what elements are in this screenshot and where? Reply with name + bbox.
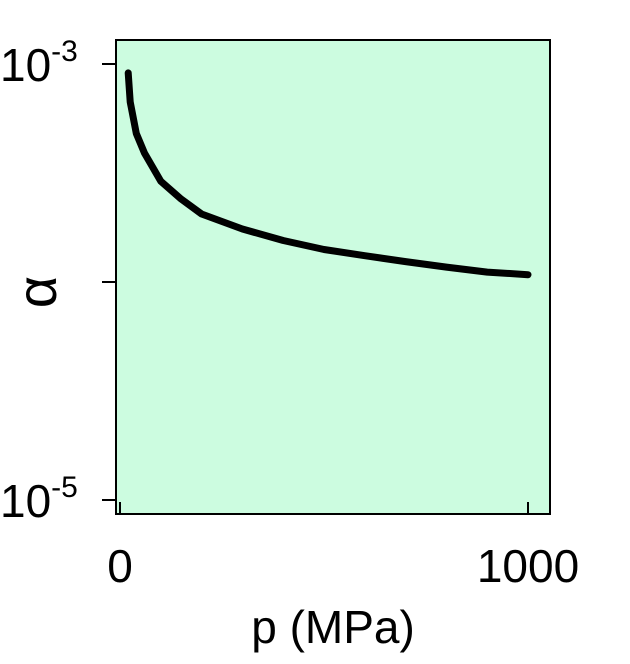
y-tick-label-base: 10 [0, 39, 51, 91]
plot-area [115, 39, 551, 515]
x-axis-ticks: 0 1000 [107, 502, 579, 592]
y-axis-title: α [5, 276, 68, 308]
y-tick-label: 10-3 [0, 35, 78, 91]
x-tick-label: 0 [107, 540, 133, 592]
x-tick-label: 1000 [477, 540, 579, 592]
x-axis-title: p (MPa) [251, 601, 415, 653]
y-tick-label-exponent: -5 [51, 471, 78, 504]
y-tick-label-base: 10 [0, 475, 51, 527]
y-axis-ticks: 10-310-5 [0, 35, 116, 527]
data-line [124, 69, 532, 279]
y-tick-label: 10-5 [0, 471, 78, 527]
y-tick-label-exponent: -3 [51, 35, 78, 68]
